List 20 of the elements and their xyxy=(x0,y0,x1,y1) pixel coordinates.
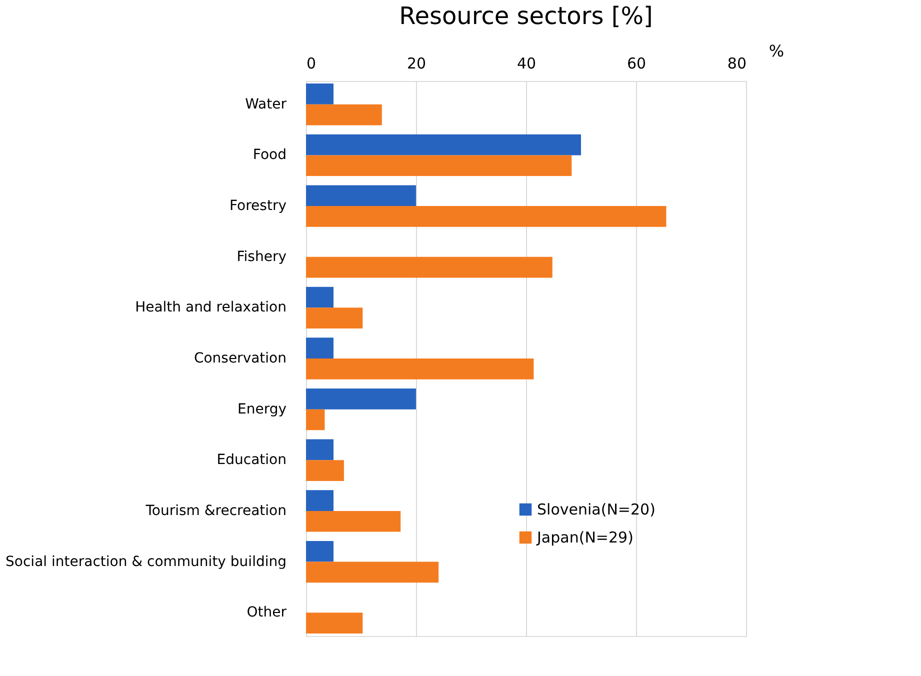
y-tick-label: Energy xyxy=(237,401,286,418)
y-tick-label: Forestry xyxy=(229,198,286,214)
y-tick-label: Water xyxy=(245,96,287,112)
x-tick-label: 0 xyxy=(306,54,316,72)
y-tick-label: Tourism &recreation xyxy=(144,502,286,519)
x-tick-label: 60 xyxy=(626,54,646,72)
y-tick-label: Social interaction & community building xyxy=(6,554,286,570)
y-tick-label: Education xyxy=(216,452,286,468)
legend-label: Slovenia(N=20) xyxy=(537,500,656,518)
y-tick-label: Health and relaxation xyxy=(135,300,286,316)
x-tick-label: 80 xyxy=(727,54,746,72)
x-tick-label: 40 xyxy=(516,54,536,72)
y-tick-label: Other xyxy=(246,604,287,621)
y-tick-label: Fishery xyxy=(236,248,286,265)
y-tick-label: Food xyxy=(252,147,286,164)
x-tick-label: 20 xyxy=(406,54,426,72)
chart-title: Resource sectors [%] xyxy=(399,2,653,30)
legend-label: Japan(N=29) xyxy=(536,528,634,546)
y-tick-label: Conservation xyxy=(194,350,286,366)
x-axis-title: % xyxy=(768,42,784,60)
